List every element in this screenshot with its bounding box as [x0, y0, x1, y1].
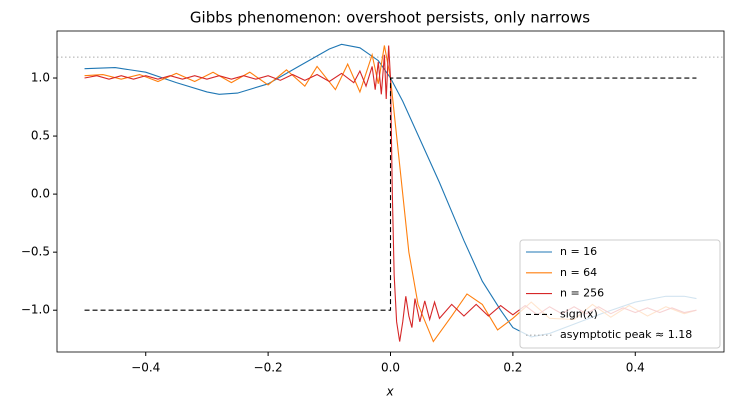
x-tick-label: 0.0: [381, 361, 400, 375]
x-tick-label: 0.4: [626, 361, 645, 375]
y-tick-label: 1.0: [31, 71, 50, 85]
x-tick-label: 0.2: [503, 361, 522, 375]
x-tick-label: −0.4: [131, 361, 160, 375]
legend-box: [519, 239, 721, 349]
legend-label: n = 16: [560, 245, 597, 258]
legend-label: n = 64: [560, 266, 597, 279]
plot-frame: [56, 30, 725, 353]
y-tick-label: −1.0: [21, 303, 50, 317]
legend-label: asymptotic peak ≈ 1.18: [560, 328, 692, 341]
y-tick-label: −0.5: [21, 245, 50, 259]
y-tick-label: 0.5: [31, 129, 50, 143]
legend-label: n = 256: [560, 287, 604, 300]
x-axis-label: x: [385, 385, 394, 399]
legend-label: sign(x): [560, 307, 598, 320]
y-tick-label: 0.0: [31, 187, 50, 201]
x-tick-label: −0.2: [254, 361, 283, 375]
chart-title: Gibbs phenomenon: overshoot persists, on…: [190, 9, 590, 27]
series-line: [84, 77, 697, 311]
